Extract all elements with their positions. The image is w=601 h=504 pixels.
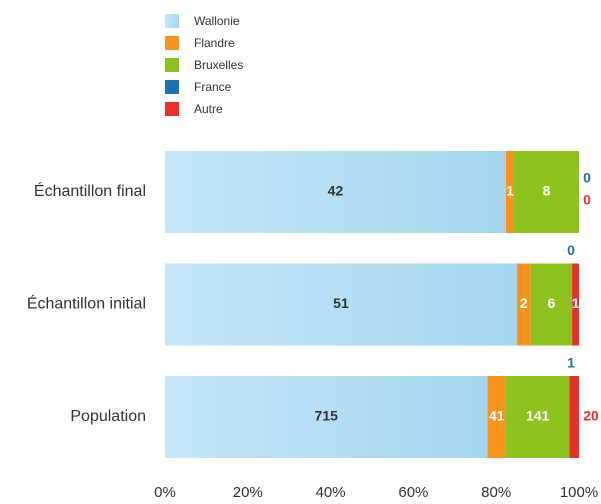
bar-segment [505,376,570,458]
category-label: Échantillon initial [27,294,146,313]
x-tick-label: 100% [560,484,598,501]
category-label: Échantillon final [34,181,146,200]
legend-swatch [165,80,179,94]
legend-swatch [165,102,179,116]
data-label: 51 [333,295,349,311]
data-label: 8 [543,183,551,199]
legend-label: Wallonie [194,14,240,28]
legend-label: Autre [194,102,223,116]
bar-segment [569,376,579,458]
legend-label: France [194,80,232,94]
x-tick-label: 80% [481,484,511,501]
legend-swatch [165,58,179,72]
bar-segment [516,263,531,346]
data-label: 1 [567,355,575,371]
category-label: Population [70,408,146,425]
x-tick-label: 60% [398,484,428,501]
data-label: 1 [572,295,580,311]
data-label: 42 [328,183,344,199]
data-label: 0 [583,192,591,208]
bar-segment [165,376,488,458]
legend-swatch [165,36,179,50]
data-label: 0 [567,242,575,258]
legend-label: Bruxelles [194,58,243,72]
data-label: 6 [548,295,556,311]
data-label: 1 [506,183,514,199]
bar-segment [165,151,506,233]
bar-segment [165,263,517,346]
data-label: 20 [583,408,599,424]
bar-segment [530,263,573,346]
data-label: 41 [489,408,505,424]
x-tick-label: 40% [316,484,346,501]
bar-segment [514,151,579,233]
data-label: 715 [315,408,339,424]
data-label: 141 [526,408,550,424]
bar-segment [487,376,506,458]
bar-segment [505,151,515,233]
legend-swatch [165,14,179,28]
x-tick-label: 20% [233,484,263,501]
data-label: 2 [520,295,528,311]
legend-label: Flandre [194,36,235,50]
data-label: 0 [583,170,591,186]
x-tick-label: 0% [154,484,176,501]
bar-segment [572,263,579,346]
